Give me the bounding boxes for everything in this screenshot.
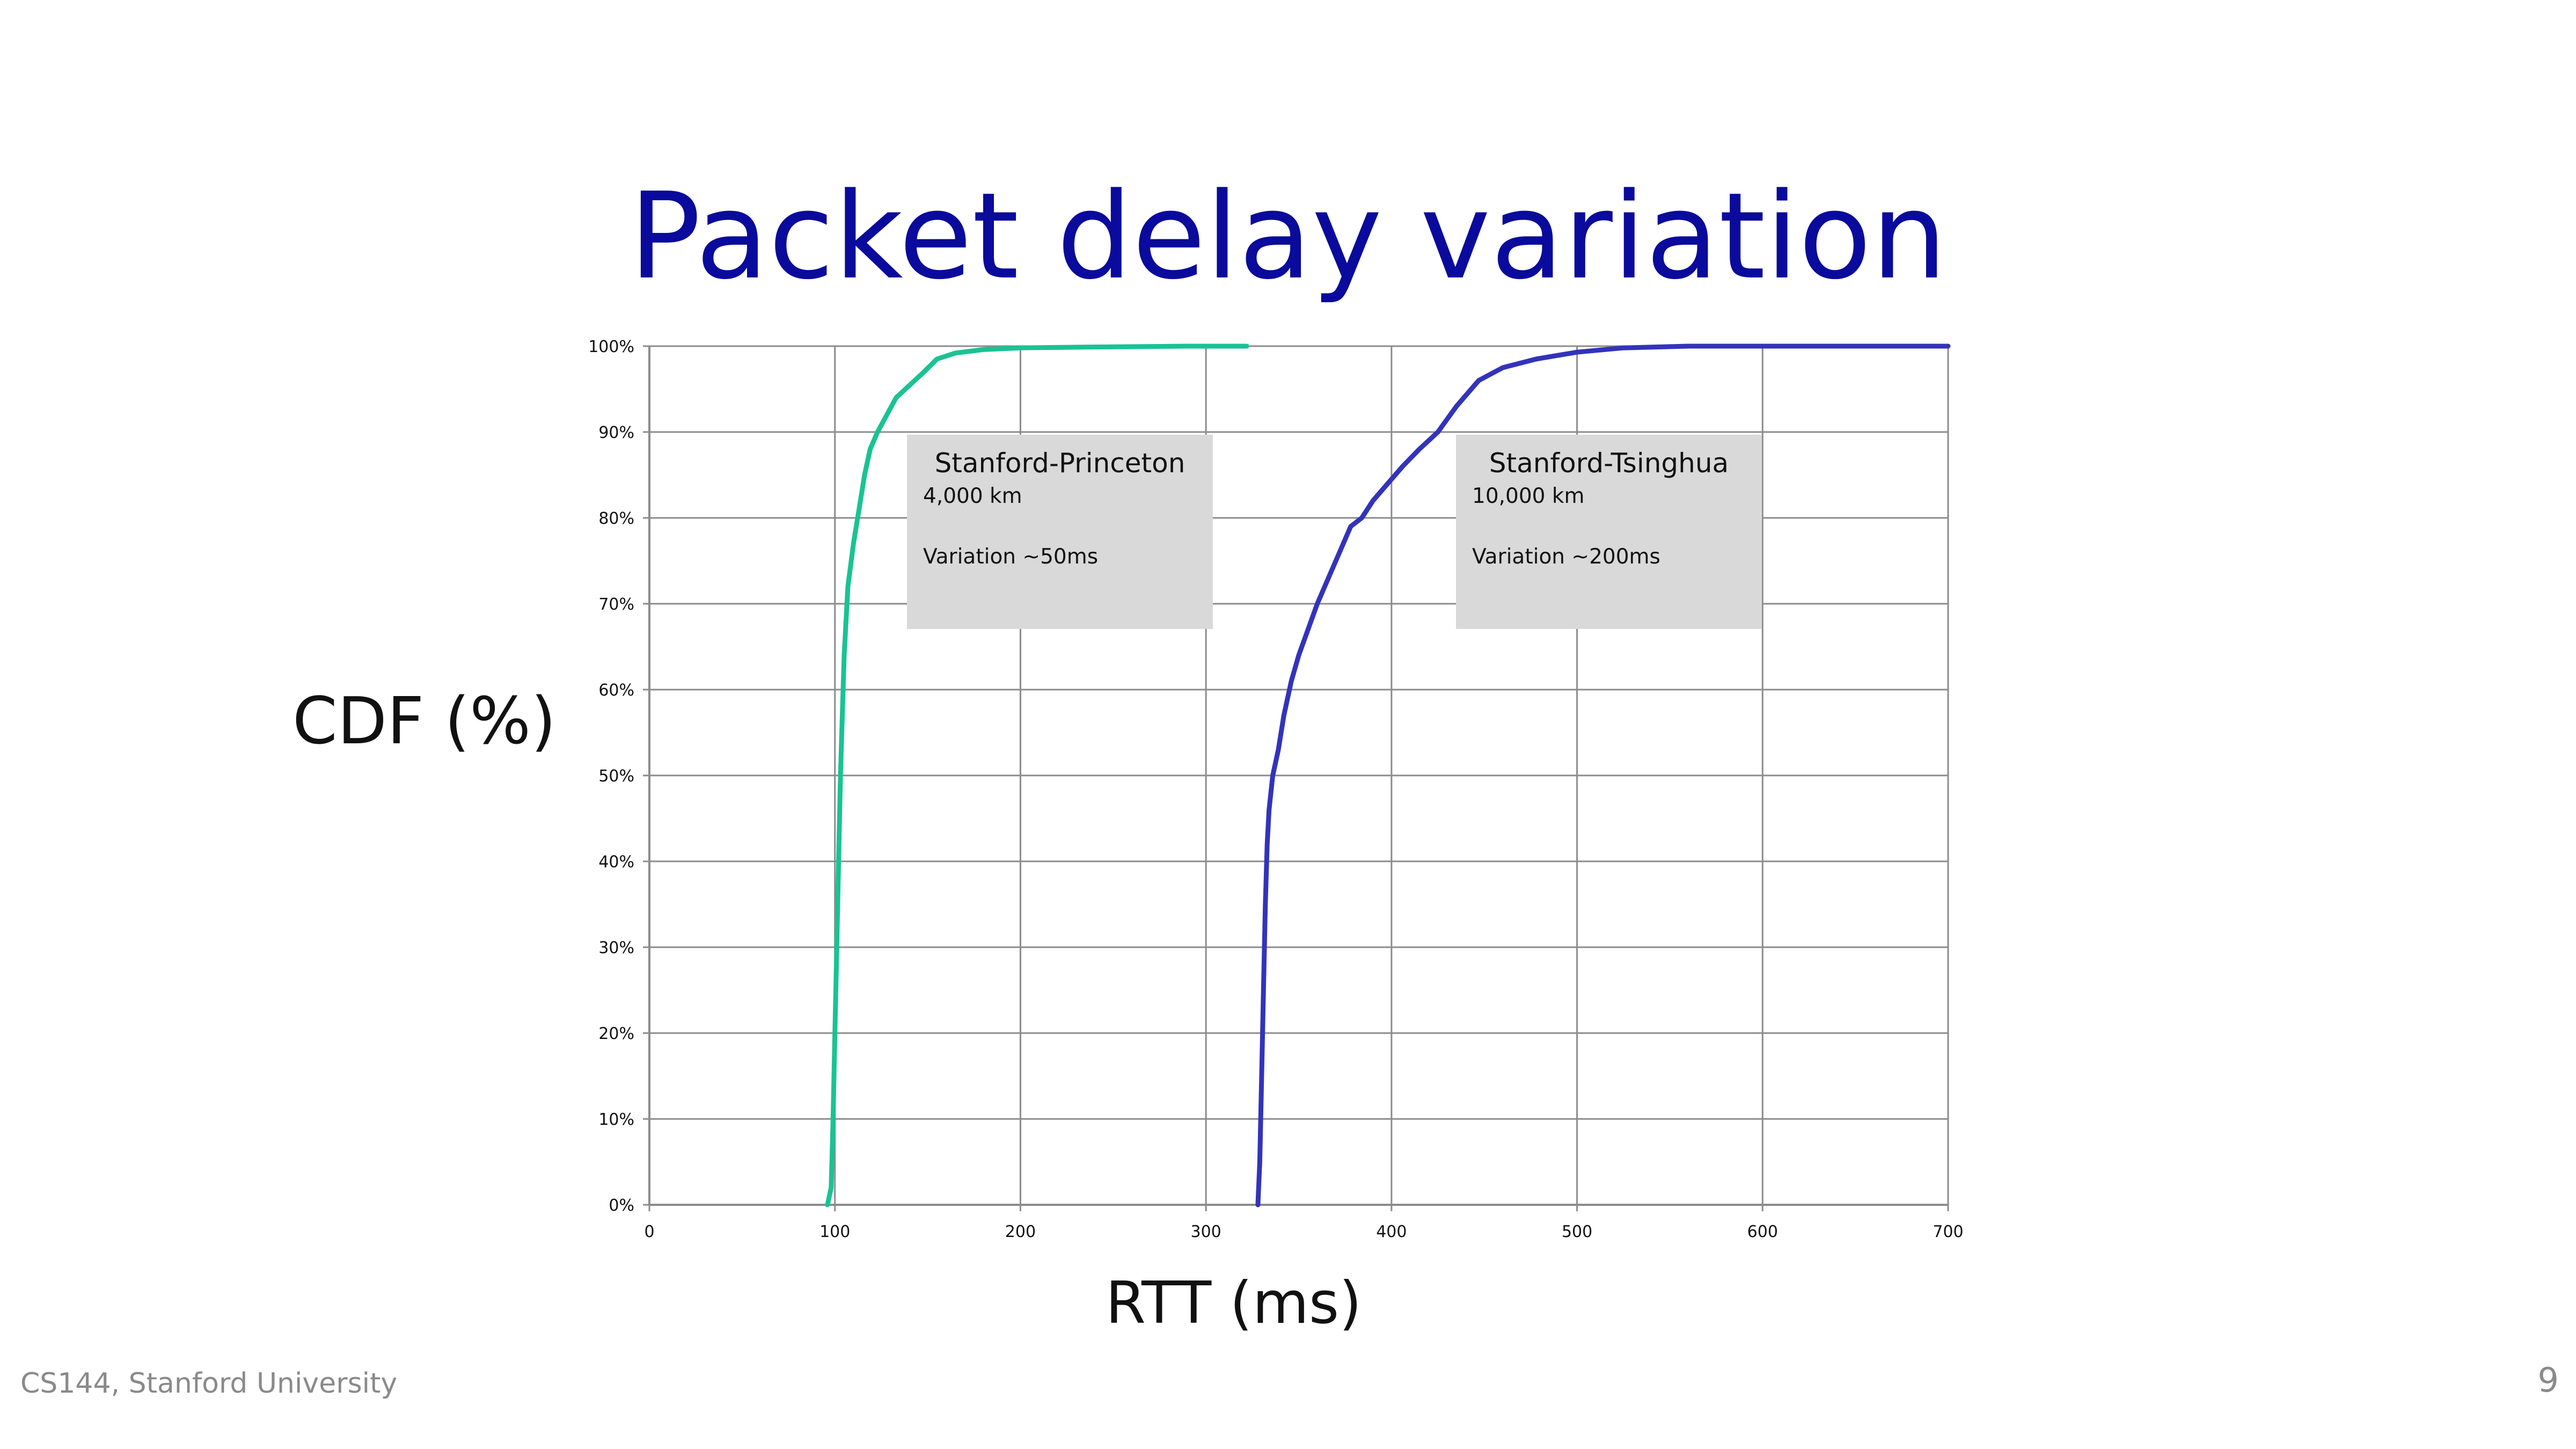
x-tick-label: 100 bbox=[819, 1223, 850, 1241]
y-tick-label: 0% bbox=[609, 1196, 634, 1215]
y-axis-label: CDF (%) bbox=[292, 684, 557, 759]
y-tick-label: 70% bbox=[598, 595, 634, 614]
annotation-background bbox=[907, 435, 1213, 629]
slide-title: Packet delay variation bbox=[629, 167, 1947, 306]
stanford-tsinghua-cdf-line bbox=[1255, 343, 1951, 1208]
annotation-title: Stanford-Tsinghua bbox=[1489, 448, 1729, 479]
annotation-box: Stanford-Princeton 4,000 km Variation ~50m… bbox=[907, 435, 1213, 629]
x-tick-label: 300 bbox=[1191, 1223, 1221, 1241]
annotation-distance: 4,000 km bbox=[923, 484, 1022, 508]
x-tick-label: 0 bbox=[644, 1223, 654, 1241]
y-tick-label: 90% bbox=[598, 423, 634, 442]
annotation-title: Stanford-Princeton bbox=[935, 448, 1185, 479]
stanford-princeton-cdf-line bbox=[825, 343, 1249, 1208]
y-tick-label: 50% bbox=[598, 767, 634, 786]
annotation-variation: Variation ~50ms bbox=[923, 545, 1098, 569]
annotation-variation: Variation ~200ms bbox=[1472, 545, 1660, 569]
series-layer bbox=[825, 343, 1951, 1208]
y-tick-label: 40% bbox=[598, 853, 634, 872]
annotation-layer: Stanford-Princeton 4,000 km Variation ~50m… bbox=[907, 435, 1762, 629]
x-tick-label: 600 bbox=[1747, 1223, 1778, 1241]
x-tick-label: 400 bbox=[1376, 1223, 1407, 1241]
x-tick-label: 500 bbox=[1562, 1223, 1592, 1241]
annotation-background bbox=[1456, 435, 1762, 629]
y-tick-label: 60% bbox=[598, 681, 634, 700]
y-tick-label: 100% bbox=[588, 338, 634, 356]
x-axis-label: RTT (ms) bbox=[1106, 1270, 1362, 1337]
y-tick-label: 20% bbox=[598, 1024, 634, 1043]
grid-layer bbox=[643, 345, 1949, 1211]
annotation-box: Stanford-Tsinghua 10,000 km Variation ~200… bbox=[1456, 435, 1762, 629]
y-tick-label: 80% bbox=[598, 509, 634, 528]
x-tick-label: 200 bbox=[1005, 1223, 1036, 1241]
footer-text: CS144, Stanford University bbox=[20, 1367, 398, 1400]
page-number: 9 bbox=[2537, 1360, 2559, 1400]
x-tick-label: 700 bbox=[1933, 1223, 1963, 1241]
annotation-distance: 10,000 km bbox=[1472, 484, 1584, 508]
y-tick-label: 10% bbox=[598, 1110, 634, 1129]
tick-labels: 0% 10% 20% 30% 40% 50% 60% 70% 80% 90% 100% 0 100 200… bbox=[588, 338, 1963, 1241]
y-tick-label: 30% bbox=[598, 939, 634, 957]
